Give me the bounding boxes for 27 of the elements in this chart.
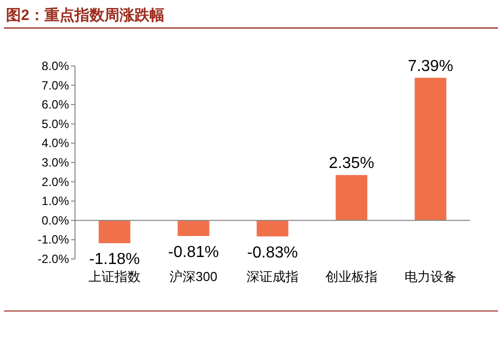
bar [256, 220, 288, 236]
y-tick-label: 1.0% [42, 194, 70, 208]
bar [98, 220, 130, 244]
x-tick-label: 创业板指 [326, 269, 378, 284]
y-tick-label: 6.0% [42, 98, 70, 112]
bar [336, 175, 368, 220]
x-tick-label: 电力设备 [404, 269, 456, 284]
data-label: 7.39% [408, 58, 454, 75]
x-tick-label: 深证成指 [246, 269, 298, 284]
y-tick-label: 3.0% [42, 156, 70, 170]
y-tick-label: -1.0% [38, 232, 70, 247]
chart-title: 图2：重点指数周涨跌幅 [6, 7, 164, 24]
y-tick-label: 4.0% [42, 136, 70, 150]
x-tick-label: 沪深300 [170, 269, 218, 284]
y-tick-label: 7.0% [42, 78, 70, 92]
y-tick-label: 2.0% [42, 174, 70, 189]
bar [414, 78, 446, 220]
y-tick-label: 0.0% [42, 213, 70, 228]
data-label: -0.83% [247, 244, 298, 262]
y-tick-label: -2.0% [38, 252, 70, 266]
x-tick-label: 上证指数 [88, 269, 140, 284]
y-tick-label: 5.0% [42, 116, 70, 131]
data-label: 2.35% [328, 155, 374, 172]
data-label: -1.18% [89, 251, 140, 268]
data-label: -0.81% [168, 244, 219, 262]
bar [178, 220, 210, 236]
y-tick-label: 8.0% [42, 59, 70, 73]
